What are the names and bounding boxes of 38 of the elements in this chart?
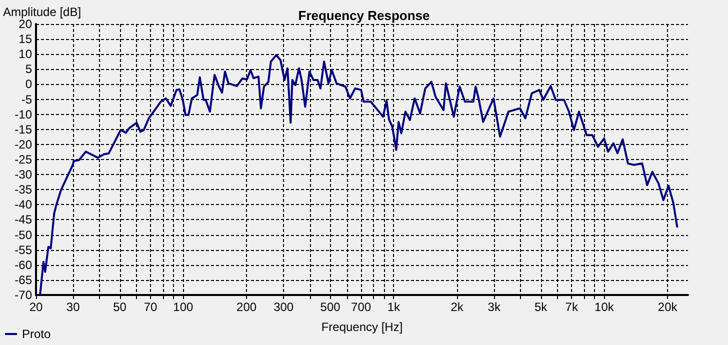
y-tick-label: 0	[25, 77, 32, 92]
x-tick-label: 200	[236, 300, 257, 314]
x-tick-label: 300	[274, 300, 294, 314]
y-tick-label: 20	[18, 17, 32, 31]
y-tick-label: -20	[14, 137, 32, 152]
y-tick-label: -50	[14, 228, 32, 242]
chart-title: Frequency Response	[298, 8, 430, 23]
y-axis-title: Amplitude [dB]	[3, 5, 82, 19]
y-tick-label: -35	[14, 182, 32, 197]
x-tick-label: 7k	[565, 300, 579, 314]
x-tick-label: 20k	[658, 300, 678, 314]
x-tick-label: 1k	[387, 300, 402, 314]
x-tick-label: 100	[173, 300, 194, 314]
y-tick-label: -15	[14, 122, 32, 136]
x-tick-label: 30	[66, 300, 80, 314]
y-tick-label: 15	[18, 32, 32, 46]
x-tick-label: 700	[351, 300, 372, 314]
y-tick-label: -55	[14, 242, 32, 257]
x-tick-label: 3k	[488, 300, 502, 314]
y-tick-label: -60	[14, 258, 32, 272]
y-tick-label: -25	[14, 152, 32, 166]
y-tick-label: 10	[18, 47, 32, 62]
x-tick-label: 50	[113, 300, 127, 314]
y-tick-label: -30	[14, 168, 32, 182]
x-tick-label: 500	[320, 300, 341, 314]
y-tick-label: -70	[14, 288, 32, 302]
x-tick-label: 10k	[594, 300, 615, 314]
y-tick-label: -40	[14, 198, 32, 212]
x-tick-label: 5k	[534, 300, 548, 314]
y-tick-label: -65	[14, 272, 32, 287]
y-tick-label: 5	[25, 62, 32, 76]
x-tick-label: 70	[144, 300, 158, 314]
legend-label: Proto	[22, 327, 52, 341]
y-tick-label: -5	[21, 92, 32, 106]
y-tick-label: -45	[14, 212, 32, 227]
y-tick-label: -10	[14, 107, 32, 122]
x-tick-label: 2k	[450, 300, 464, 314]
x-axis-title: Frequency [Hz]	[321, 320, 403, 334]
